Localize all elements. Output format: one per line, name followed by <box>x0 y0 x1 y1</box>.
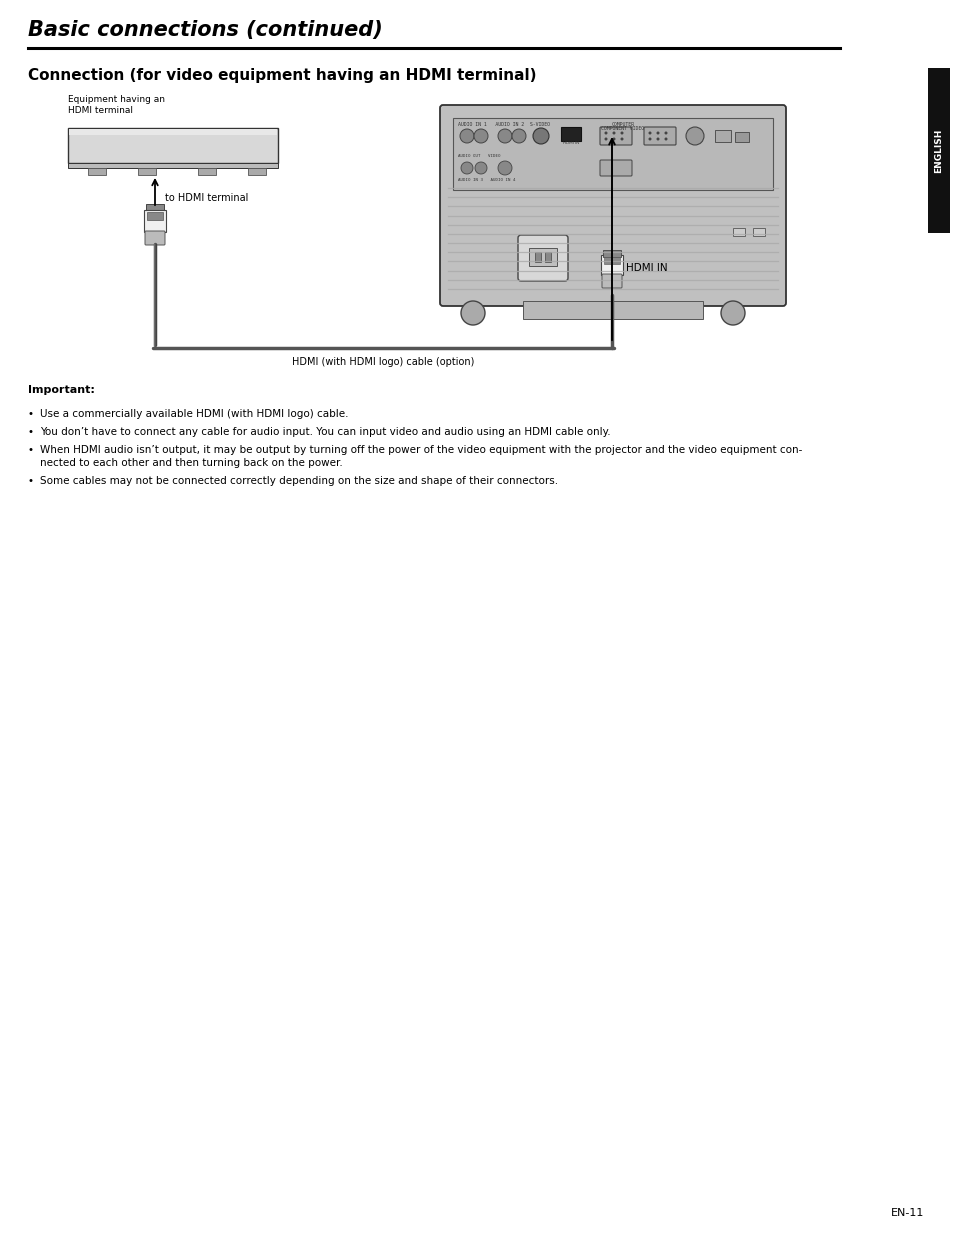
FancyBboxPatch shape <box>599 161 631 177</box>
FancyBboxPatch shape <box>643 127 676 144</box>
Bar <box>144 210 166 232</box>
Bar <box>147 212 163 220</box>
Bar <box>734 132 748 142</box>
Text: AUDIO IN 3   AUDIO IN 4: AUDIO IN 3 AUDIO IN 4 <box>457 178 515 182</box>
Bar <box>522 301 702 319</box>
FancyBboxPatch shape <box>145 231 165 245</box>
Bar <box>69 128 276 135</box>
Circle shape <box>656 131 659 135</box>
Text: HDMI (with HDMI logo) cable (option): HDMI (with HDMI logo) cable (option) <box>292 357 475 367</box>
Circle shape <box>664 131 667 135</box>
Text: AUDIO IN 1   AUDIO IN 2  S-VIDEO: AUDIO IN 1 AUDIO IN 2 S-VIDEO <box>457 122 550 127</box>
Text: AUDIO OUT   VIDEO: AUDIO OUT VIDEO <box>457 154 500 158</box>
Text: Use a commercially available HDMI (with HDMI logo) cable.: Use a commercially available HDMI (with … <box>40 409 348 419</box>
Bar <box>248 168 266 175</box>
Bar <box>732 228 744 236</box>
Bar <box>560 127 580 141</box>
Bar <box>602 249 620 257</box>
Circle shape <box>497 161 512 175</box>
Text: EN-11: EN-11 <box>890 1208 923 1218</box>
Text: Important:: Important: <box>28 385 94 395</box>
Text: When HDMI audio isn’t output, it may be output by turning off the power of the v: When HDMI audio isn’t output, it may be … <box>40 445 801 454</box>
Circle shape <box>619 131 623 135</box>
Text: •: • <box>28 475 34 487</box>
Circle shape <box>648 137 651 141</box>
Circle shape <box>474 128 488 143</box>
Circle shape <box>497 128 512 143</box>
Text: HDMI IN: HDMI IN <box>625 263 667 273</box>
Text: nected to each other and then turning back on the power.: nected to each other and then turning ba… <box>40 458 342 468</box>
Bar <box>146 204 164 210</box>
Text: •: • <box>28 427 34 437</box>
Text: ENGLISH: ENGLISH <box>934 128 943 173</box>
Bar <box>198 168 215 175</box>
Circle shape <box>648 131 651 135</box>
Text: Connection (for video equipment having an HDMI terminal): Connection (for video equipment having a… <box>28 68 536 83</box>
Text: COMPUTER: COMPUTER <box>611 122 634 127</box>
Bar <box>138 168 156 175</box>
FancyBboxPatch shape <box>517 235 567 282</box>
Bar <box>544 252 551 262</box>
Bar <box>752 228 764 236</box>
Circle shape <box>720 301 744 325</box>
Circle shape <box>612 137 615 141</box>
FancyBboxPatch shape <box>599 127 631 144</box>
Circle shape <box>612 131 615 135</box>
FancyBboxPatch shape <box>439 105 785 306</box>
FancyBboxPatch shape <box>601 274 621 288</box>
Text: HDMI IN: HDMI IN <box>562 141 578 144</box>
Text: Basic connections (continued): Basic connections (continued) <box>28 20 382 40</box>
Text: to HDMI terminal: to HDMI terminal <box>165 193 248 203</box>
Circle shape <box>460 162 473 174</box>
Bar <box>535 252 540 262</box>
Circle shape <box>512 128 525 143</box>
Bar <box>453 119 772 190</box>
Bar <box>68 163 277 168</box>
Text: Equipment having an
HDMI terminal: Equipment having an HDMI terminal <box>68 95 165 115</box>
Circle shape <box>656 137 659 141</box>
Bar <box>714 130 730 142</box>
Circle shape <box>664 137 667 141</box>
Bar <box>68 128 277 163</box>
Text: •: • <box>28 445 34 454</box>
Circle shape <box>460 301 484 325</box>
Circle shape <box>475 162 486 174</box>
Bar <box>600 254 622 275</box>
Circle shape <box>533 128 548 144</box>
Bar <box>603 257 619 264</box>
Text: COMPONENT VIDEO: COMPONENT VIDEO <box>600 126 644 131</box>
Circle shape <box>459 128 474 143</box>
Bar <box>88 168 106 175</box>
Text: You don’t have to connect any cable for audio input. You can input video and aud: You don’t have to connect any cable for … <box>40 427 610 437</box>
Circle shape <box>685 127 703 144</box>
Circle shape <box>619 137 623 141</box>
Text: Some cables may not be connected correctly depending on the size and shape of th: Some cables may not be connected correct… <box>40 475 558 487</box>
Circle shape <box>604 131 607 135</box>
Bar <box>529 248 557 266</box>
Bar <box>927 68 949 233</box>
Circle shape <box>604 137 607 141</box>
Text: •: • <box>28 409 34 419</box>
